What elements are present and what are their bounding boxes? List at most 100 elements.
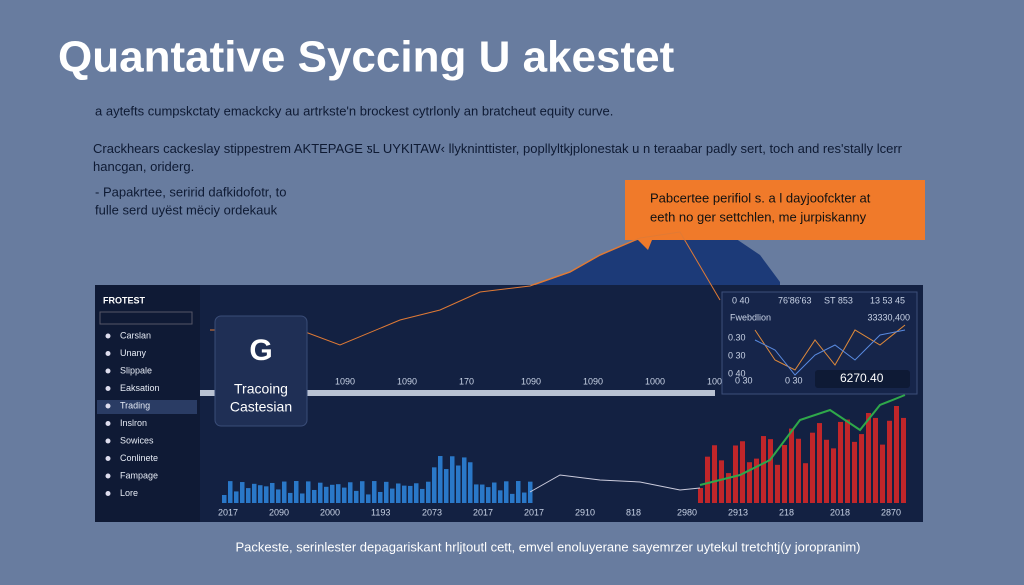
item-icon: [105, 386, 111, 391]
volume-bar: [294, 481, 299, 503]
card-text: Tracoing: [234, 381, 288, 397]
volume-bar: [852, 441, 857, 503]
volume-bar: [318, 482, 323, 503]
volume-bar: [789, 428, 794, 503]
volume-bar: [306, 481, 311, 503]
volume-bar: [360, 481, 365, 503]
inset-y: 0 40: [728, 368, 746, 378]
volume-bar: [824, 439, 829, 503]
volume-bar: [240, 482, 245, 503]
volume-bar: [901, 417, 906, 503]
axis-label: 1193: [371, 507, 390, 517]
volume-bar: [726, 473, 731, 503]
volume-bar: [390, 488, 395, 503]
sidebar-items: Carslan Unany Slippale Eaksation Trading Insl…: [105, 330, 160, 498]
volume-bar: [264, 486, 269, 503]
callout-text: Pabcertee perifiol s. a l dayjoofckter a…: [650, 190, 871, 205]
volume-bar: [705, 456, 710, 503]
volume-bar: [282, 481, 287, 503]
sidebar-item: Lore: [120, 488, 138, 498]
inset-x: 0 30: [735, 375, 753, 385]
volume-bar: [712, 445, 717, 503]
axis-label: 2980: [677, 507, 697, 517]
item-icon: [105, 438, 111, 444]
volume-bar: [803, 463, 808, 503]
axis-label: 1090: [335, 376, 355, 386]
volume-bar: [747, 462, 752, 503]
volume-bar: [492, 482, 497, 503]
volume-bar: [838, 421, 843, 503]
volume-bar: [740, 441, 745, 503]
volume-bar: [498, 490, 503, 503]
volume-bar: [402, 485, 407, 503]
inset-stat: 0 40: [732, 295, 750, 305]
sidebar-item: Slippale: [120, 365, 152, 375]
item-icon: [105, 351, 111, 356]
sidebar-item: Inslron: [120, 418, 147, 428]
axis-label: 2090: [269, 507, 289, 517]
volume-bar: [516, 481, 521, 503]
axis-label: 2017: [524, 507, 544, 517]
axis-label: 1090: [397, 376, 417, 386]
volume-bar: [408, 485, 413, 503]
callout-text: eeth no ger settchlen, me jurpiskanny: [650, 209, 867, 224]
scroll-bar: [200, 390, 715, 396]
card-logo: G: [249, 334, 272, 367]
sidebar-item: Carslan: [120, 330, 151, 340]
volume-bar: [859, 434, 864, 503]
volume-bar: [775, 464, 780, 503]
volume-bar: [336, 484, 341, 503]
axis-label: 1090: [521, 376, 541, 386]
volume-bar: [831, 448, 836, 503]
volume-bar: [768, 439, 773, 503]
inset-x: 0 30: [785, 375, 803, 385]
volume-bar: [810, 432, 815, 503]
volume-bar: [474, 484, 479, 503]
body: Crackhears cackeslay stippestrem AKTEPAG…: [93, 141, 902, 174]
volume-bar: [698, 488, 703, 503]
search: [99, 311, 193, 325]
volume-bar: [366, 494, 371, 503]
volume-bar: [288, 492, 293, 503]
volume-bar: [845, 419, 850, 503]
volume-bar: [378, 491, 383, 503]
volume-bar: [384, 481, 389, 503]
volume-bar: [522, 492, 527, 503]
volume-bar: [426, 481, 431, 503]
volume-bar: [222, 495, 227, 503]
volume-bar: [468, 462, 473, 503]
upper-axis: 1090 1090 170 1090 1090 1000 1000: [335, 376, 727, 386]
axis-label: 2910: [575, 507, 595, 517]
inset-y: 0 30: [728, 350, 746, 360]
sidebar-item: Unany: [120, 348, 147, 358]
volume-bar: [348, 482, 353, 503]
item-icon: [105, 491, 111, 496]
inset-stat: ST 853: [824, 295, 853, 305]
volume-bar: [510, 493, 515, 503]
volume-bar: [504, 481, 509, 503]
volume-bar: [372, 481, 377, 503]
chart-line: [210, 231, 721, 346]
axis-label: 1000: [645, 376, 665, 386]
volume-bar: [887, 420, 892, 503]
item-icon: [105, 473, 111, 479]
volume-bar: [456, 465, 461, 503]
inset-stat: 76'86'63: [778, 295, 811, 305]
lead: a aytefts cumpskctaty emackcky au artrks…: [95, 103, 613, 118]
volume-bar: [330, 484, 335, 503]
sidebar-item: Trading: [120, 400, 150, 410]
volume-bar: [312, 489, 317, 503]
sidebar-item: Conlinete: [120, 453, 158, 463]
volume-bar: [234, 491, 239, 503]
inset-value: 33330,400: [867, 312, 910, 322]
volume-bar: [719, 460, 724, 503]
volume-bar: [873, 417, 878, 503]
volume-bar: [342, 487, 347, 503]
footer: Packeste, serinlester depagariskant hrlj…: [236, 539, 861, 554]
volume-bar: [420, 488, 425, 503]
volume-bar: [414, 483, 419, 503]
volume-bar: [270, 482, 275, 503]
volume-bar: [258, 485, 263, 503]
bullet: fulle serd uyëst mëciy ordekauk: [95, 202, 278, 217]
